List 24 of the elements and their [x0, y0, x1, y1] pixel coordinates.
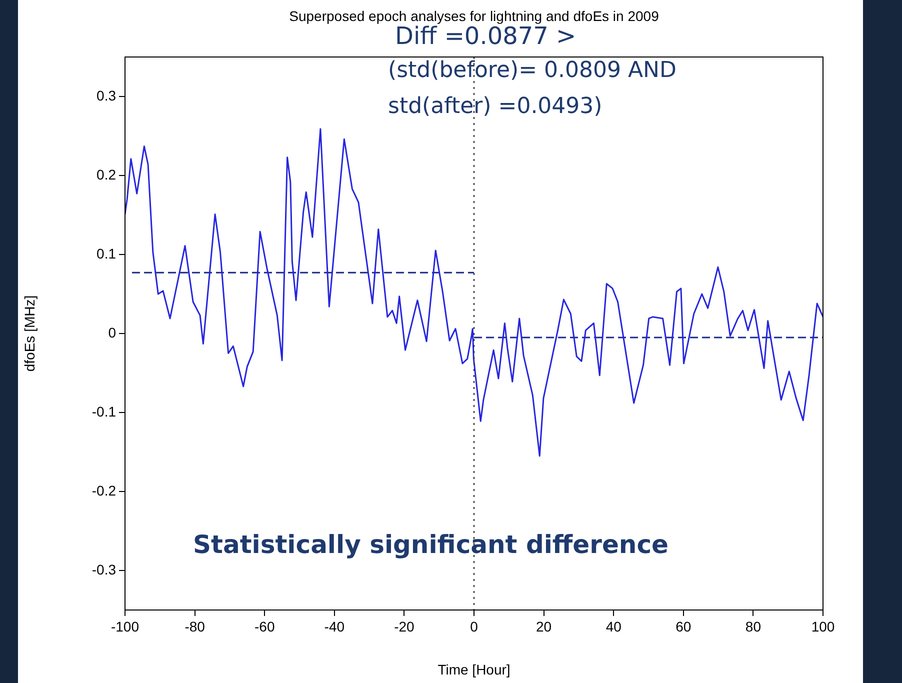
y-tick-label: 0.2	[96, 166, 116, 182]
y-tick-label: 0	[108, 324, 116, 340]
y-axis-title: dfoEs [MHz]	[21, 295, 38, 372]
y-tick-label: 0.3	[96, 87, 116, 104]
y-tick-label: -0.2	[92, 482, 116, 498]
annotation: std(after) =0.0493)	[388, 94, 602, 119]
x-tick-label: 80	[745, 618, 762, 634]
x-tick-label: -20	[394, 618, 415, 634]
x-tick-label: -80	[184, 618, 206, 634]
y-tick-label: 0.1	[96, 245, 116, 262]
x-tick-label: 100	[811, 618, 835, 634]
x-tick-label: -40	[324, 618, 345, 634]
x-tick-label: -60	[254, 618, 275, 634]
y-tick-label: -0.1	[92, 403, 116, 420]
x-tick-label: 40	[606, 618, 622, 634]
chart-title: Superposed epoch analyses for lightning and dfoEs in 2009	[289, 8, 660, 24]
annotation: Statistically significant difference	[193, 530, 668, 559]
x-tick-label: 60	[676, 618, 692, 634]
y-tick-label: -0.3	[92, 561, 116, 578]
x-tick-label: 0	[470, 618, 478, 634]
annotation: (std(before)= 0.0809 AND	[388, 58, 676, 83]
x-tick-label: 20	[536, 618, 552, 634]
x-tick-label: -100	[110, 618, 140, 634]
x-axis-title: Time [Hour]	[438, 661, 510, 678]
